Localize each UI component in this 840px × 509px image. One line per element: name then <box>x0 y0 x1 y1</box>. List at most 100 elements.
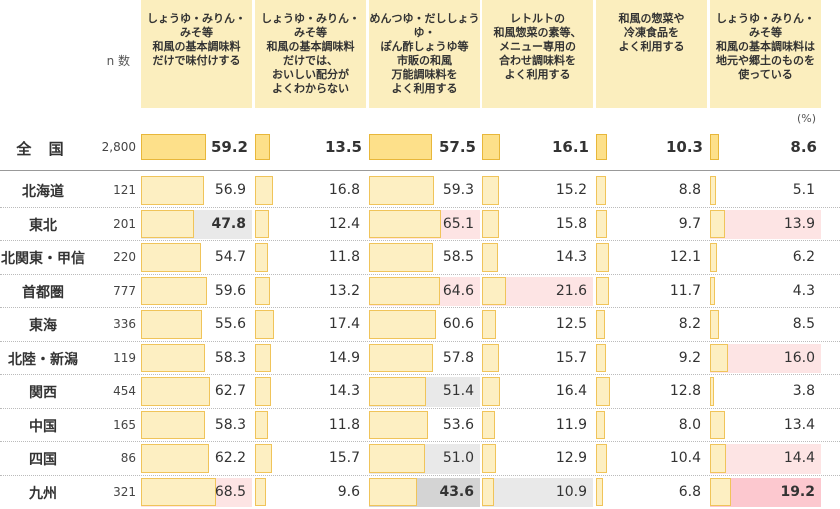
value-label: 16.8 <box>328 182 360 198</box>
bar <box>710 410 725 439</box>
value-label: 54.7 <box>214 249 246 265</box>
value-label: 12.8 <box>669 383 701 399</box>
value-label: 14.9 <box>328 349 360 366</box>
value-label: 16.4 <box>555 383 587 399</box>
value-label: 43.6 <box>439 483 474 500</box>
bar <box>255 134 270 160</box>
row-label: 東北 <box>29 217 57 234</box>
bar <box>710 477 732 506</box>
bar <box>710 343 728 372</box>
n-count: 2,800 <box>101 140 136 154</box>
value-label: 14.3 <box>555 249 587 265</box>
bar <box>369 310 436 339</box>
value-label: 15.7 <box>555 349 587 366</box>
value-label: 58.5 <box>442 249 474 265</box>
bar <box>596 176 606 205</box>
bar <box>596 343 607 372</box>
divider <box>0 307 840 308</box>
value-label: 13.5 <box>324 138 362 156</box>
value-label: 8.0 <box>678 416 701 433</box>
n-count: 777 <box>113 283 136 298</box>
value-label: 15.8 <box>555 215 587 232</box>
bar <box>141 134 207 160</box>
row-label: 全 国 <box>16 140 70 158</box>
value-label: 51.0 <box>442 450 474 466</box>
bar <box>710 444 726 473</box>
column-header-label: レトルトの 和風惣菜の素等、 メニュー専用の 合わせ調味料を よく利用する <box>493 12 582 81</box>
n-count: 220 <box>113 250 136 264</box>
value-label: 57.8 <box>442 349 474 366</box>
bar <box>482 276 506 305</box>
value-label: 3.8 <box>792 383 815 399</box>
bar <box>255 176 274 205</box>
divider <box>0 441 840 442</box>
value-label: 11.8 <box>328 416 360 433</box>
bar <box>255 310 275 339</box>
bar <box>141 377 210 406</box>
column-header: レトルトの 和風惣菜の素等、 メニュー専用の 合わせ調味料を よく利用する <box>482 0 593 108</box>
value-label: 9.2 <box>678 349 701 366</box>
bar <box>482 134 500 160</box>
n-count: 201 <box>113 216 136 231</box>
column-header: 和風の惣菜や 冷凍食品を よく利用する <box>596 0 707 108</box>
value-label: 9.7 <box>678 215 701 232</box>
value-label: 58.3 <box>214 416 246 433</box>
bar <box>710 243 717 272</box>
bar <box>369 209 441 238</box>
row-label: 東海 <box>29 318 57 334</box>
bar <box>369 477 417 506</box>
column-header-label: めんつゆ・だししょうゆ・ ぽん酢しょうゆ等 市販の和風 万能調味料を よく利用す… <box>369 12 480 95</box>
value-label: 8.2 <box>678 316 701 332</box>
value-label: 62.2 <box>214 450 246 466</box>
bar <box>141 243 202 272</box>
column-header: しょうゆ・みりん・ みそ等 和風の基本調味料 だけで味付けする <box>141 0 252 108</box>
value-label: 10.3 <box>665 138 703 156</box>
bar <box>369 377 426 406</box>
value-label: 9.6 <box>337 483 360 500</box>
value-label: 12.5 <box>555 316 587 332</box>
bar <box>596 410 605 439</box>
bar <box>482 410 496 439</box>
value-label: 53.6 <box>442 416 474 433</box>
row-label: 九州 <box>29 485 57 502</box>
value-label: 11.9 <box>555 416 587 433</box>
value-label: 12.4 <box>328 215 360 232</box>
value-label: 57.5 <box>438 138 476 156</box>
bar <box>710 209 726 238</box>
bar <box>369 243 434 272</box>
bar <box>141 276 207 305</box>
value-label: 60.6 <box>442 316 474 332</box>
row-label: 四国 <box>29 452 57 468</box>
bar <box>482 377 501 406</box>
highlight-cell <box>710 209 821 239</box>
row-label: 関西 <box>29 385 57 401</box>
row-label: 北海道 <box>22 184 64 200</box>
value-label: 21.6 <box>555 282 587 299</box>
divider <box>0 240 840 241</box>
value-label: 62.7 <box>214 383 246 399</box>
bar <box>369 176 435 205</box>
value-label: 55.6 <box>214 316 246 332</box>
value-label: 8.5 <box>792 316 815 332</box>
bar <box>141 444 210 473</box>
divider <box>0 170 840 171</box>
bar <box>141 176 204 205</box>
value-label: 11.7 <box>669 282 701 299</box>
bar <box>596 209 607 238</box>
bar <box>141 410 206 439</box>
n-count-header: n 数 <box>106 54 130 68</box>
value-label: 12.1 <box>669 249 701 265</box>
n-count: 336 <box>113 317 136 331</box>
bar <box>482 176 499 205</box>
value-label: 59.2 <box>210 138 248 156</box>
n-count: 321 <box>113 484 136 499</box>
highlight-cell <box>482 477 593 507</box>
bar <box>710 176 716 205</box>
divider <box>0 340 840 342</box>
bar <box>482 477 494 506</box>
bar <box>255 276 270 305</box>
value-label: 8.6 <box>790 138 817 156</box>
n-count: 165 <box>113 417 136 432</box>
value-label: 13.4 <box>783 416 815 433</box>
bar <box>369 410 428 439</box>
